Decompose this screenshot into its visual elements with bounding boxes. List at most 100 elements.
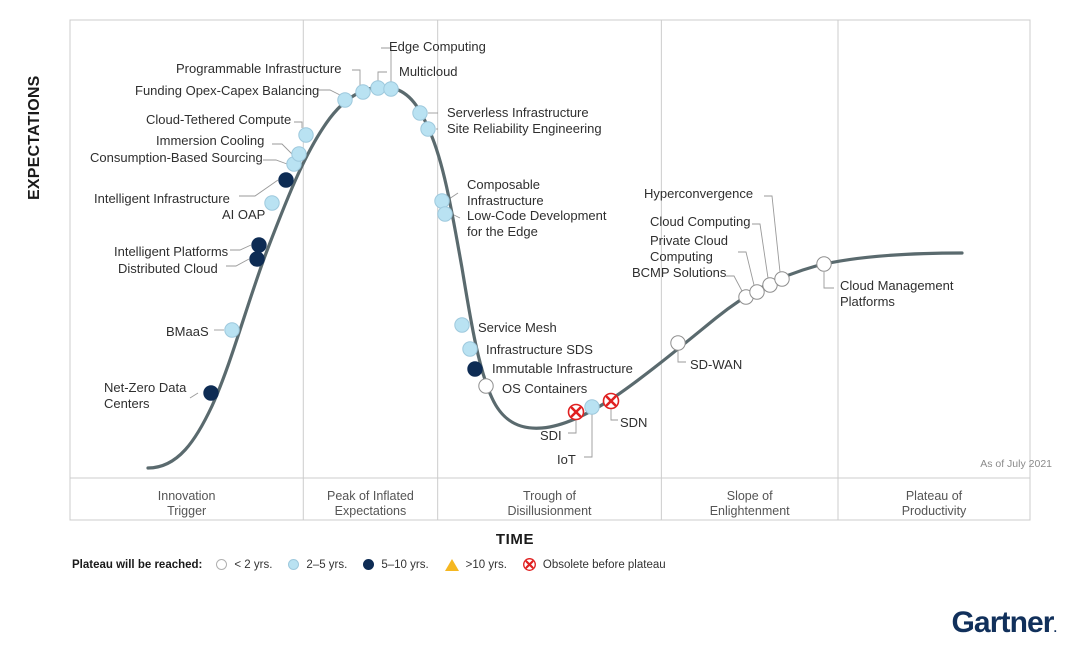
data-point-markers [203, 80, 832, 421]
data-point-hyperconvergence[interactable] [774, 271, 790, 287]
circle-open-swatch-icon [216, 559, 228, 570]
data-point-multicloud[interactable] [370, 80, 386, 96]
leader-line [738, 251, 755, 286]
data-point-edge-computing[interactable] [383, 81, 399, 97]
data-point-service-mesh[interactable] [454, 317, 470, 333]
legend-item-2: 5–10 yrs. [363, 558, 429, 571]
circle-dark-swatch-icon [363, 559, 375, 570]
data-point-bmaas[interactable] [224, 322, 240, 338]
point-label-service-mesh: Service Mesh [478, 320, 557, 335]
leader-lines [189, 47, 834, 458]
data-point-sdn[interactable] [602, 392, 620, 410]
point-label-bmaas: BMaaS [166, 324, 209, 339]
point-label-site-reliability-engineering: Site Reliability Engineering [447, 121, 602, 136]
data-point-intelligent-infrastructure[interactable] [278, 172, 294, 188]
circle-light-swatch-icon [288, 559, 300, 570]
data-point-immutable-infrastructure[interactable] [467, 361, 483, 377]
legend-item-1: 2–5 yrs. [288, 559, 347, 571]
leader-line [677, 350, 686, 363]
leader-line [294, 121, 303, 128]
data-point-cloud-tethered-compute[interactable] [298, 127, 314, 143]
legend-item-label: 5–10 yrs. [381, 558, 429, 571]
leader-line [377, 71, 387, 81]
data-point-distributed-cloud[interactable] [249, 251, 265, 267]
point-label-intelligent-platforms: Intelligent Platforms [114, 244, 229, 259]
leader-line [239, 179, 279, 197]
phase-label-3: Slope of Enlightenment [709, 489, 790, 518]
data-point-iot[interactable] [584, 399, 600, 415]
y-axis-title: EXPECTATIONS [26, 75, 43, 201]
phase-label-2: Trough of Disillusionment [507, 489, 592, 518]
legend-item-label: < 2 yrs. [234, 558, 273, 571]
point-label-low-code-development-for-the-edge: Low-Code Development for the Edge [467, 208, 607, 239]
data-point-site-reliability-engineering[interactable] [420, 121, 436, 137]
data-point-sdi[interactable] [567, 403, 585, 421]
gartner-wordmark: Gartner [951, 606, 1054, 639]
point-label-sdi: SDI [540, 428, 562, 443]
point-label-hyperconvergence: Hyperconvergence [644, 186, 754, 201]
gartner-logo: Gartner. [951, 606, 1058, 640]
data-point-os-containers[interactable] [478, 378, 494, 394]
data-point-serverless-infrastructure[interactable] [412, 105, 428, 121]
point-label-os-containers: OS Containers [502, 381, 588, 396]
data-point-programmable-infrastructure[interactable] [355, 84, 371, 100]
data-point-private-cloud-computing[interactable] [749, 284, 765, 300]
point-label-infrastructure-sds: Infrastructure SDS [486, 342, 593, 357]
leader-line [610, 408, 618, 421]
leader-line [726, 275, 743, 292]
point-label-funding-opex-capex-balancing: Funding Opex-Capex Balancing [135, 83, 320, 98]
leader-line [823, 272, 834, 289]
phase-label-1: Peak of Inflated Expectations [327, 489, 414, 518]
legend-item-label: >10 yrs. [465, 558, 507, 571]
leader-line [381, 47, 392, 82]
legend-item-label: 2–5 yrs. [306, 558, 348, 571]
point-label-edge-computing: Edge Computing [389, 39, 486, 54]
point-label-ai-oap: AI OAP [222, 207, 266, 222]
leader-line [584, 414, 593, 458]
leader-line [568, 419, 577, 434]
leader-line [272, 143, 293, 155]
point-label-cloud-management-platforms: Cloud Management Platforms [840, 278, 954, 309]
data-point-infrastructure-sds[interactable] [462, 341, 478, 357]
leader-line [230, 244, 252, 251]
phase-band [69, 477, 1031, 521]
point-label-intelligent-infrastructure: Intelligent Infrastructure [94, 191, 230, 206]
point-label-bcmp-solutions: BCMP Solutions [632, 265, 727, 280]
data-point-immersion-cooling[interactable] [291, 146, 307, 162]
point-label-sdn: SDN [620, 415, 648, 430]
triangle-swatch-icon [444, 558, 459, 571]
point-label-distributed-cloud: Distributed Cloud [118, 261, 218, 276]
phase-divider-lines [302, 20, 839, 520]
data-point-net-zero-data-centers[interactable] [203, 385, 219, 401]
point-label-composable-infrastructure: Composable Infrastructure [467, 177, 544, 208]
point-label-programmable-infrastructure: Programmable Infrastructure [176, 61, 342, 76]
as-of-date: As of July 2021 [980, 458, 1052, 470]
data-point-funding-opex-capex-balancing[interactable] [337, 92, 353, 108]
leader-line [318, 89, 341, 96]
legend-item-3: >10 yrs. [444, 558, 507, 571]
data-point-sd-wan[interactable] [670, 335, 686, 351]
plot-frame [69, 19, 1031, 479]
data-point-composable-infrastructure[interactable] [434, 193, 450, 209]
point-label-sd-wan: SD-WAN [690, 357, 743, 372]
data-point-ai-oap[interactable] [264, 195, 280, 211]
point-label-immersion-cooling: Immersion Cooling [156, 133, 265, 148]
x-axis-title: TIME [495, 531, 535, 548]
legend-item-label: Obsolete before plateau [542, 558, 666, 571]
point-label-consumption-based-sourcing: Consumption-Based Sourcing [90, 150, 263, 165]
point-label-multicloud: Multicloud [399, 64, 458, 79]
legend: Plateau will be reached: < 2 yrs. 2–5 yrs… [72, 558, 682, 571]
leader-line [263, 159, 288, 165]
legend-item-4: Obsolete before plateau [522, 558, 666, 571]
data-point-low-code-development-for-the-edge[interactable] [437, 206, 453, 222]
phase-label-0: Innovation Trigger [157, 489, 216, 518]
phase-label-4: Plateau of Productivity [901, 489, 967, 518]
data-point-cloud-management-platforms[interactable] [816, 256, 832, 272]
leader-line [189, 392, 199, 399]
point-label-net-zero-data-centers: Net-Zero Data Centers [104, 380, 187, 411]
leader-line [352, 69, 361, 85]
registered-mark: . [1053, 621, 1058, 635]
data-point-intelligent-platforms[interactable] [251, 237, 267, 253]
legend-item-0: < 2 yrs. [216, 559, 272, 571]
